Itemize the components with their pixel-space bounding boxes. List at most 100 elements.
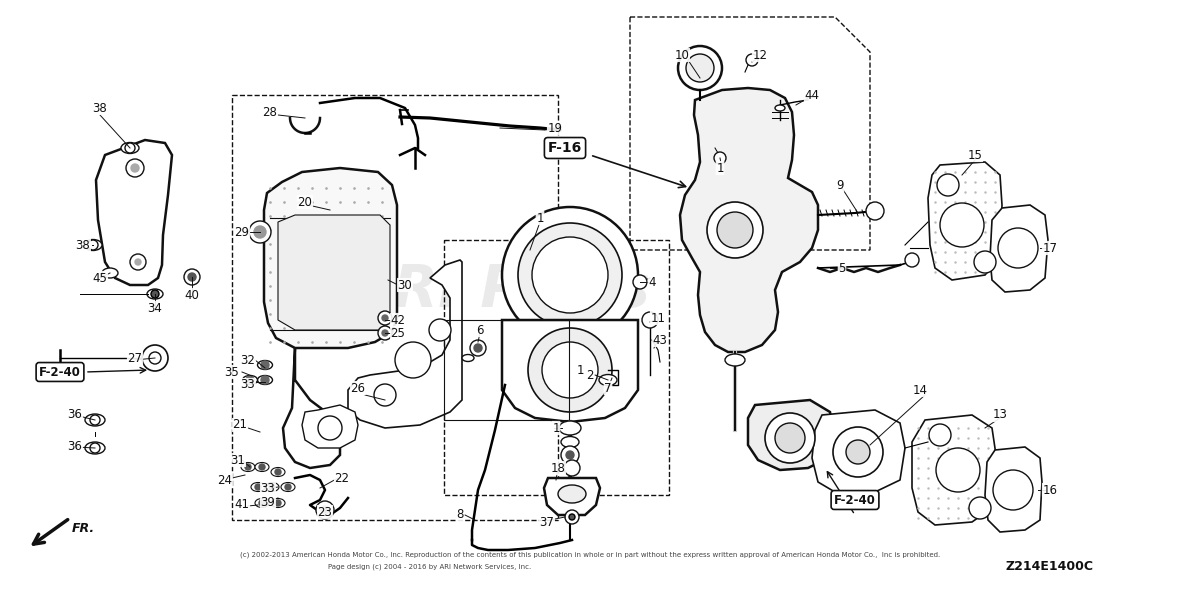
Circle shape <box>317 416 342 440</box>
Circle shape <box>135 259 140 265</box>
Polygon shape <box>544 478 599 515</box>
Ellipse shape <box>84 240 101 250</box>
Text: 18: 18 <box>551 462 565 475</box>
Circle shape <box>254 226 266 238</box>
Text: 6: 6 <box>477 323 484 336</box>
Text: 8: 8 <box>457 508 464 521</box>
Text: 36: 36 <box>67 441 83 454</box>
Ellipse shape <box>148 289 163 299</box>
Text: 37: 37 <box>539 515 555 528</box>
Circle shape <box>321 506 329 514</box>
Text: 25: 25 <box>391 326 406 339</box>
Circle shape <box>686 54 714 82</box>
Text: 36: 36 <box>67 409 83 422</box>
Circle shape <box>269 484 275 490</box>
Circle shape <box>275 500 281 506</box>
Text: 35: 35 <box>224 366 240 379</box>
Text: 19: 19 <box>548 121 563 134</box>
Ellipse shape <box>101 268 118 278</box>
Text: 17: 17 <box>1042 241 1057 254</box>
Text: 1: 1 <box>576 363 584 376</box>
Circle shape <box>245 464 251 470</box>
Circle shape <box>88 240 98 250</box>
Circle shape <box>542 342 598 398</box>
Text: 16: 16 <box>1042 484 1057 497</box>
Text: FR.: FR. <box>72 521 96 534</box>
Text: (c) 2002-2013 American Honda Motor Co., Inc. Reproduction of the contents of thi: (c) 2002-2013 American Honda Motor Co., … <box>240 552 940 558</box>
Circle shape <box>378 326 392 340</box>
Polygon shape <box>348 260 463 428</box>
Circle shape <box>846 440 870 464</box>
Circle shape <box>566 451 573 459</box>
Ellipse shape <box>243 376 257 385</box>
Text: 43: 43 <box>653 333 668 346</box>
Text: 12: 12 <box>753 48 767 61</box>
Text: 42: 42 <box>391 313 406 326</box>
Text: 38: 38 <box>92 101 107 114</box>
Text: 4: 4 <box>648 276 656 289</box>
Text: 33: 33 <box>261 481 275 495</box>
Text: 22: 22 <box>334 472 349 485</box>
Text: 11: 11 <box>650 312 666 325</box>
Circle shape <box>249 221 271 243</box>
Ellipse shape <box>255 462 269 472</box>
Ellipse shape <box>775 105 785 111</box>
Bar <box>232 95 558 520</box>
Circle shape <box>994 470 1032 510</box>
Ellipse shape <box>85 414 105 426</box>
Circle shape <box>275 469 281 475</box>
Ellipse shape <box>559 421 581 435</box>
Bar <box>444 320 569 420</box>
Circle shape <box>565 510 579 524</box>
Ellipse shape <box>271 468 286 477</box>
Polygon shape <box>812 410 905 495</box>
Circle shape <box>395 342 431 378</box>
Text: 40: 40 <box>184 289 199 302</box>
Text: 20: 20 <box>297 196 313 209</box>
Ellipse shape <box>257 360 273 369</box>
Bar <box>444 240 669 495</box>
Circle shape <box>974 251 996 273</box>
Polygon shape <box>278 215 391 330</box>
Circle shape <box>261 376 269 384</box>
Text: 29: 29 <box>235 226 249 239</box>
Circle shape <box>374 384 396 406</box>
Circle shape <box>707 202 763 258</box>
Ellipse shape <box>725 354 745 366</box>
Circle shape <box>130 254 146 270</box>
Text: 45: 45 <box>92 272 107 284</box>
Circle shape <box>866 202 884 220</box>
Polygon shape <box>502 320 638 422</box>
Polygon shape <box>264 168 396 348</box>
Circle shape <box>929 424 951 446</box>
Text: 1: 1 <box>536 211 544 224</box>
Circle shape <box>184 269 199 285</box>
Text: 2: 2 <box>586 369 594 382</box>
Circle shape <box>717 212 753 248</box>
Text: 9: 9 <box>837 178 844 191</box>
Text: 44: 44 <box>805 88 819 101</box>
Circle shape <box>746 54 758 66</box>
Ellipse shape <box>122 143 139 154</box>
Circle shape <box>131 164 139 172</box>
Circle shape <box>940 203 984 247</box>
Circle shape <box>470 340 486 356</box>
Circle shape <box>258 500 266 506</box>
Circle shape <box>937 174 959 196</box>
Text: F-16: F-16 <box>548 141 582 155</box>
Circle shape <box>474 344 481 352</box>
Circle shape <box>149 352 160 364</box>
Ellipse shape <box>558 485 586 503</box>
Text: 13: 13 <box>992 409 1008 422</box>
Circle shape <box>382 330 388 336</box>
Circle shape <box>258 464 266 470</box>
Circle shape <box>564 460 581 476</box>
Polygon shape <box>302 405 358 448</box>
Circle shape <box>833 427 883 477</box>
Circle shape <box>532 237 608 313</box>
Text: 30: 30 <box>398 279 412 292</box>
Text: 26: 26 <box>350 382 366 395</box>
Polygon shape <box>927 162 1002 280</box>
Ellipse shape <box>255 498 269 508</box>
Circle shape <box>90 443 100 453</box>
